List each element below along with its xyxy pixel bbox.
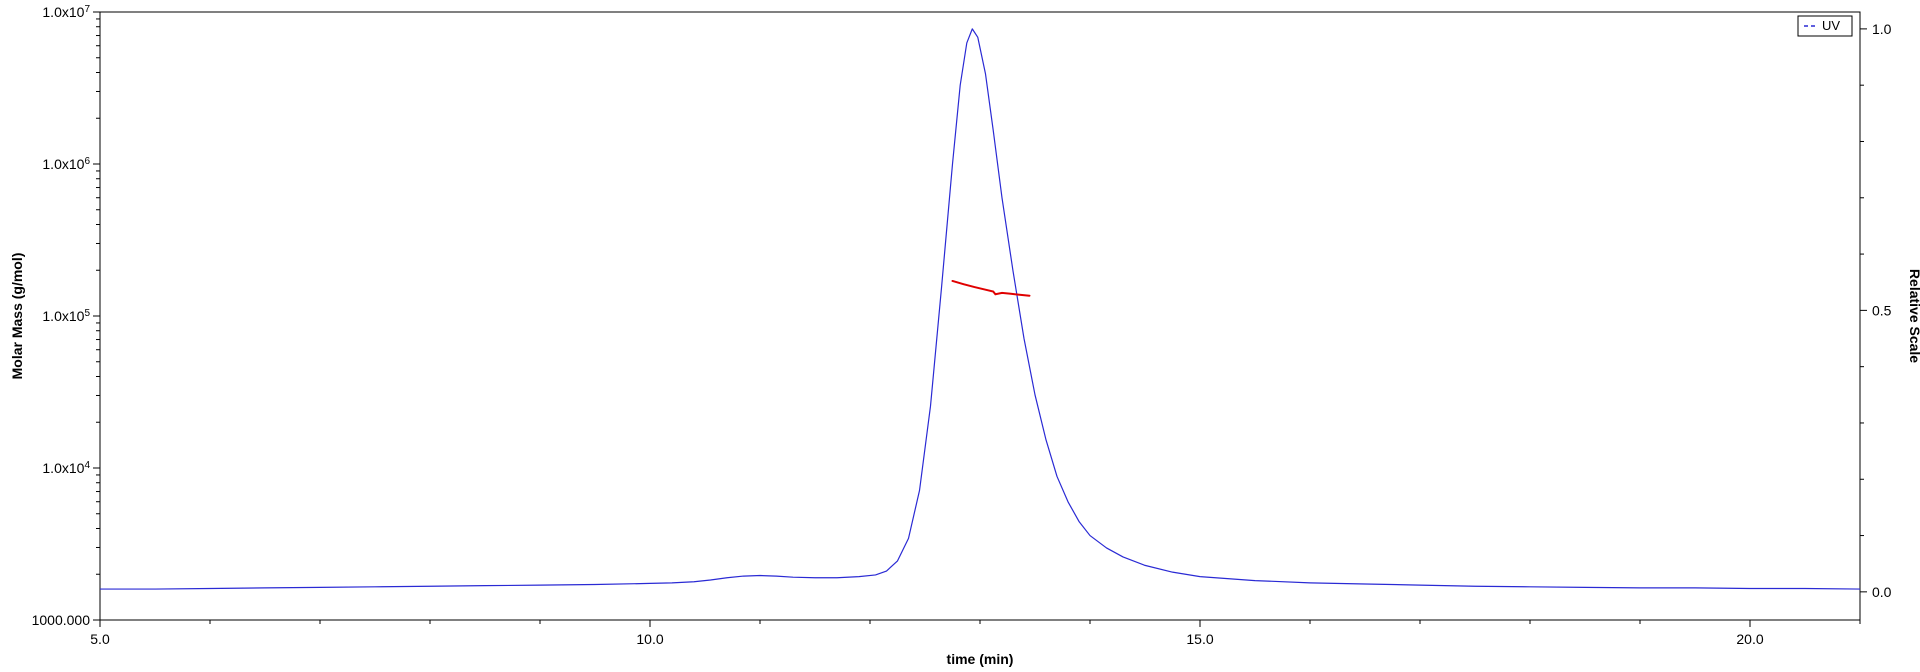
y-left-tick-label: 1000.000: [32, 612, 91, 628]
x-tick-label: 5.0: [90, 631, 110, 647]
x-tick-label: 20.0: [1736, 631, 1763, 647]
series-uv: [100, 29, 1860, 589]
chromatogram-chart: 5.0 10.0 15.0 20.0 time (min) 1000.000 1.0x104…: [0, 0, 1920, 672]
chart-svg: 5.0 10.0 15.0 20.0 time (min) 1000.000 1.0x104…: [0, 0, 1920, 672]
legend-label-uv: UV: [1822, 18, 1840, 33]
plot-border: [100, 12, 1860, 620]
y-left-tick-label: 1.0x106: [42, 156, 90, 173]
y-right-tick-label: 1.0: [1872, 21, 1892, 37]
x-tick-label: 15.0: [1186, 631, 1213, 647]
y-right-tick-label: 0.5: [1872, 302, 1892, 318]
y-right-axis-label: Relative Scale: [1907, 269, 1920, 363]
y-right-tick-label: 0.0: [1872, 584, 1892, 600]
y-left-tick-label: 1.0x104: [42, 460, 90, 477]
x-axis-label: time (min): [947, 651, 1014, 667]
y-left-axis-label: Molar Mass (g/mol): [9, 253, 25, 380]
series-molar-mass: [953, 281, 1030, 296]
x-tick-label: 10.0: [636, 631, 663, 647]
y-left-tick-label: 1.0x107: [42, 4, 90, 21]
y-left-tick-label: 1.0x105: [42, 308, 90, 325]
